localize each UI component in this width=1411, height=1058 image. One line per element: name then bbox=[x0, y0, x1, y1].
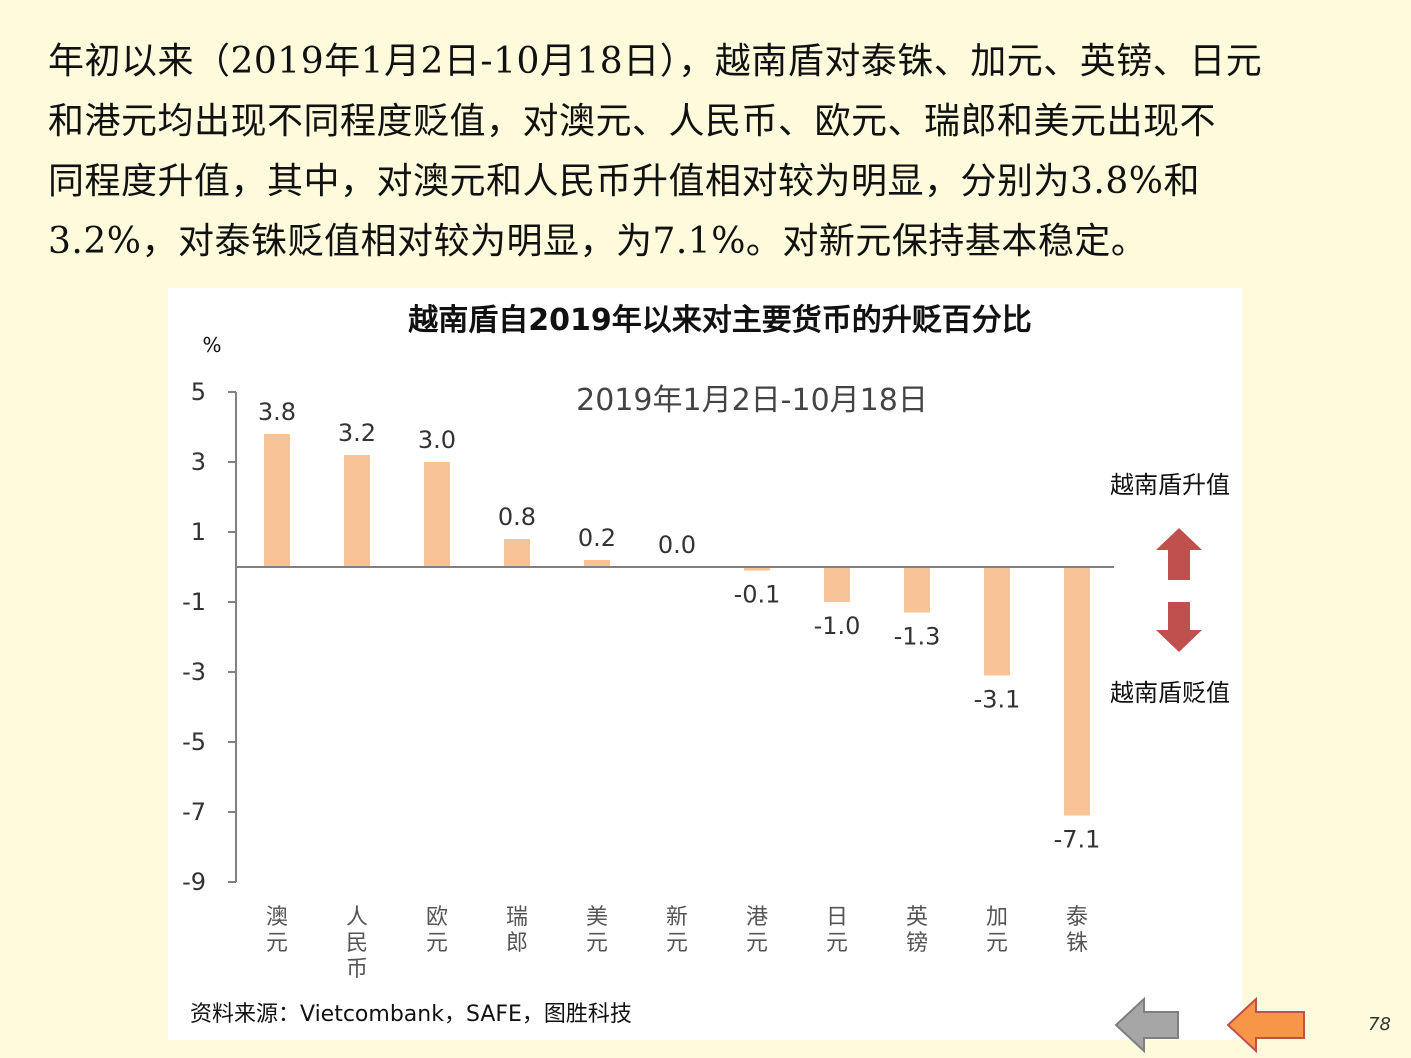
page-number: 78 bbox=[1368, 1014, 1391, 1035]
y-tick-label: -7 bbox=[182, 798, 206, 826]
x-tick-label: 瑞郎 bbox=[506, 905, 528, 956]
bar-chart: 越南盾自2019年以来对主要货币的升贬百分比 2019年1月2日-10月18日% 5… bbox=[182, 303, 1230, 982]
bar bbox=[504, 539, 530, 567]
forward-button[interactable] bbox=[1226, 996, 1306, 1054]
y-tick-label: -1 bbox=[182, 588, 206, 616]
bar bbox=[344, 455, 370, 567]
data-label: -3.1 bbox=[974, 686, 1021, 714]
y-tick-label: -9 bbox=[182, 868, 206, 896]
bar bbox=[264, 434, 290, 567]
data-label: -1.3 bbox=[894, 623, 941, 651]
arrow-left-icon bbox=[1114, 996, 1179, 1054]
x-tick-label: 欧元 bbox=[426, 905, 448, 956]
y-tick-label: -3 bbox=[182, 658, 206, 686]
data-label: 0.2 bbox=[578, 524, 616, 552]
source-note: 资料来源：Vietcombank，SAFE，图胜科技 bbox=[190, 1002, 632, 1027]
x-tick-label: 泰铢 bbox=[1066, 905, 1088, 956]
bar bbox=[984, 567, 1010, 676]
paragraph-line: 年初以来（2019年1月2日-10月18日），越南盾对泰铢、加元、英镑、日元 bbox=[48, 41, 1263, 82]
x-tick-label: 美元 bbox=[586, 905, 608, 956]
paragraph-line: 3.2%，对泰铢贬值相对较为明显，为7.1%。对新元保持基本稳定。 bbox=[48, 221, 1148, 262]
x-tick-label: 人民币 bbox=[346, 905, 368, 982]
data-label: 0.8 bbox=[498, 503, 536, 531]
annotation-up-label: 越南盾升值 bbox=[1110, 471, 1230, 499]
bar bbox=[424, 462, 450, 567]
data-label: 3.0 bbox=[418, 426, 456, 454]
paragraph-line: 同程度升值，其中，对澳元和人民币升值相对较为明显，分别为3.8%和 bbox=[48, 161, 1200, 202]
x-tick-label: 新元 bbox=[666, 905, 688, 956]
bar bbox=[744, 567, 770, 571]
bar bbox=[824, 567, 850, 602]
chart-container: 越南盾自2019年以来对主要货币的升贬百分比 2019年1月2日-10月18日% 5… bbox=[168, 288, 1242, 1040]
y-axis-unit: % bbox=[202, 333, 221, 357]
data-label: 3.8 bbox=[258, 398, 296, 426]
chart-subtitle: 2019年1月2日-10月18日 bbox=[576, 383, 928, 418]
data-label: -0.1 bbox=[734, 581, 781, 609]
bar bbox=[1064, 567, 1090, 816]
annotation-down-label: 越南盾贬值 bbox=[1110, 679, 1230, 707]
y-tick-label: 5 bbox=[191, 378, 206, 406]
y-tick-label: 3 bbox=[191, 448, 206, 476]
bar bbox=[904, 567, 930, 613]
bar bbox=[584, 560, 610, 567]
data-label: -7.1 bbox=[1054, 826, 1101, 854]
x-tick-label: 澳元 bbox=[266, 905, 288, 956]
data-label: 3.2 bbox=[338, 419, 376, 447]
y-tick-label: -5 bbox=[182, 728, 206, 756]
arrow-down-icon bbox=[1156, 602, 1202, 652]
x-tick-label: 加元 bbox=[986, 905, 1008, 956]
x-tick-label: 港元 bbox=[746, 905, 768, 956]
back-button[interactable] bbox=[1114, 996, 1180, 1054]
x-tick-label: 日元 bbox=[826, 905, 848, 956]
arrow-left-icon bbox=[1226, 996, 1305, 1054]
data-label: -1.0 bbox=[814, 612, 861, 640]
paragraph-line: 和港元均出现不同程度贬值，对澳元、人民币、欧元、瑞郎和美元出现不 bbox=[48, 101, 1217, 142]
data-label: 0.0 bbox=[658, 531, 696, 559]
x-tick-label: 英镑 bbox=[906, 905, 928, 956]
chart-title: 越南盾自2019年以来对主要货币的升贬百分比 bbox=[408, 303, 1032, 338]
intro-paragraph: 年初以来（2019年1月2日-10月18日），越南盾对泰铢、加元、英镑、日元 和… bbox=[48, 32, 1368, 272]
arrow-up-icon bbox=[1156, 528, 1202, 580]
y-tick-label: 1 bbox=[191, 518, 206, 546]
